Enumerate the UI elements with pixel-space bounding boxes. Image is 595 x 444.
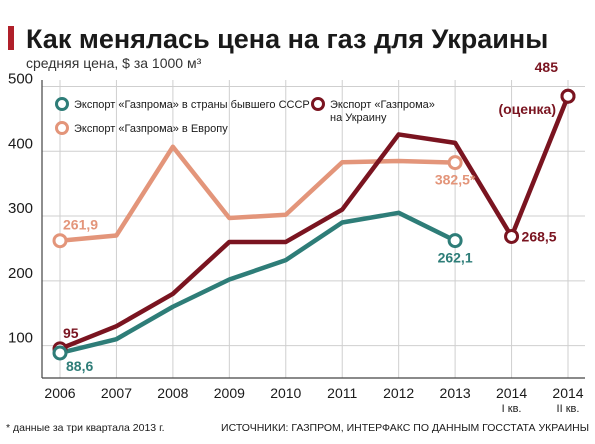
legend-label: Экспорт «Газпрома»: [330, 99, 435, 111]
x-tick-label: 2012: [383, 385, 414, 401]
y-axis: 100 200 300 400 500: [8, 70, 33, 346]
series-line-1: [57, 144, 458, 243]
x-tick-sublabel: II кв.: [557, 403, 580, 415]
data-point-marker: [447, 233, 463, 249]
chart-subtitle: средняя цена, $ за 1000 м³: [26, 55, 202, 71]
data-point-marker: [447, 155, 463, 171]
x-tick-sublabel: I кв.: [502, 403, 522, 415]
data-label: 261,9: [63, 217, 98, 233]
data-label: 485: [535, 59, 559, 75]
y-tick-label: 400: [8, 135, 33, 152]
legend-label: Экспорт «Газпрома» в Европу: [74, 123, 228, 135]
data-point-marker: [504, 228, 520, 244]
data-point-marker: [560, 88, 576, 104]
y-tick-label: 500: [8, 70, 33, 87]
legend-marker: [55, 97, 69, 111]
plot-frame: [41, 80, 585, 379]
x-axis: 2006 2007 2008 2009 2010 2011 2012 2013 2014 I кв…: [44, 385, 583, 415]
legend-marker: [311, 97, 325, 111]
data-point-marker: [52, 233, 68, 249]
legend-marker: [55, 121, 69, 135]
y-tick-label: 200: [8, 265, 33, 282]
x-tick-label: 2010: [270, 385, 301, 401]
x-tick-label: 2009: [214, 385, 245, 401]
data-label: 95: [63, 325, 79, 341]
x-tick-label: 2006: [44, 385, 75, 401]
data-label: 268,5: [522, 228, 557, 244]
series-line-2: [57, 93, 571, 352]
title-accent-bar: [8, 26, 14, 50]
data-label: 262,1: [438, 250, 473, 266]
footnote: * данные за три квартала 2013 г.: [6, 422, 165, 434]
data-label: (оценка): [498, 101, 556, 117]
x-tick-label: 2013: [440, 385, 471, 401]
legend-label: Экспорт «Газпрома» в страны бывшего СССР: [74, 99, 310, 111]
data-label: 382,5*: [435, 172, 476, 188]
x-tick-label: 2011: [327, 385, 357, 401]
data-labels: 95 88,6 261,9 262,1 382,5* 268,5 485 (оценка): [63, 59, 558, 374]
chart-title: Как менялась цена на газ для Украины: [26, 24, 548, 54]
x-tick-label: 2007: [101, 385, 132, 401]
x-tick-label: 2008: [157, 385, 188, 401]
data-point-marker: [52, 345, 68, 361]
x-tick-label: 2014: [552, 385, 583, 401]
series-lines: [52, 88, 576, 361]
x-tick-label: 2014: [496, 385, 527, 401]
legend-label-line2: на Украину: [330, 112, 387, 124]
source-note: ИСТОЧНИКИ: ГАЗПРОМ, ИНТЕРФАКС ПО ДАННЫМ …: [221, 422, 589, 434]
series-line-0: [57, 210, 458, 356]
y-tick-label: 300: [8, 200, 33, 217]
legend: Экспорт «Газпрома» в страны бывшего СССР…: [55, 97, 435, 135]
data-label: 88,6: [66, 358, 93, 374]
y-tick-label: 100: [8, 330, 33, 347]
